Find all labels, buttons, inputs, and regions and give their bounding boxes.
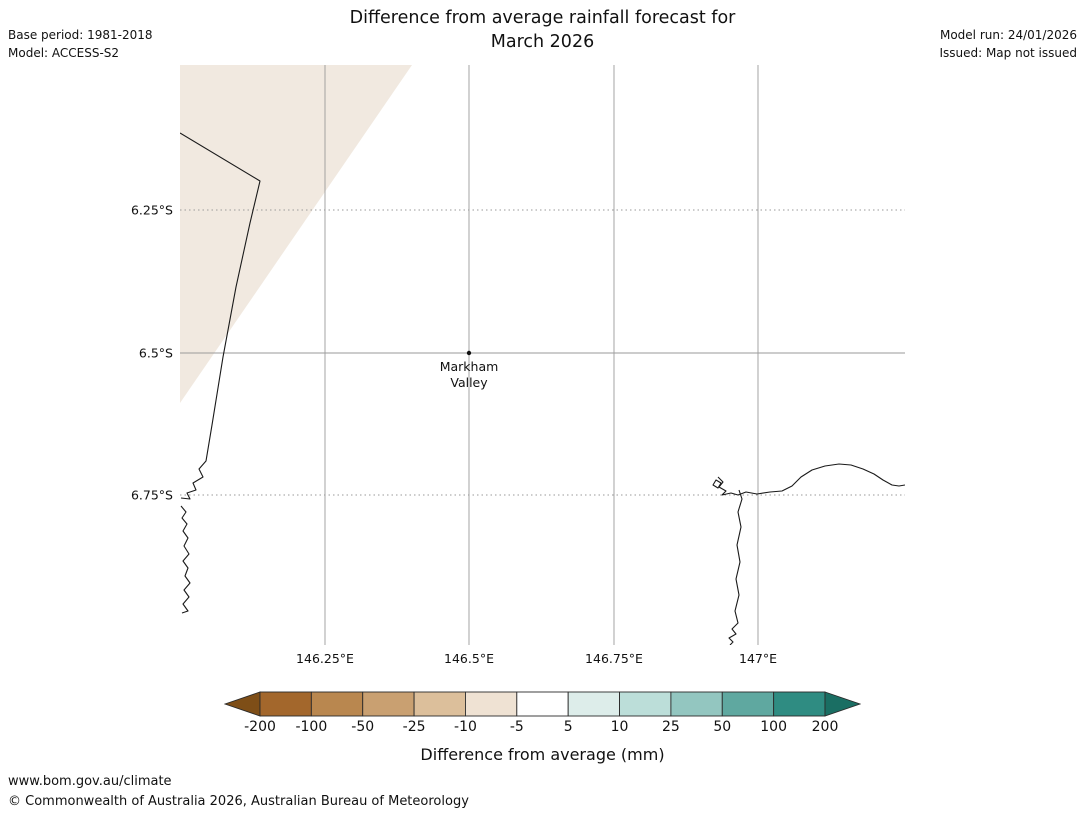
lon-tick-label: 146.5°E xyxy=(444,651,494,666)
colorbar-segment xyxy=(773,691,826,717)
colorbar-segment xyxy=(259,691,312,717)
coastline-path xyxy=(180,132,261,500)
colorbar-tick-label: -50 xyxy=(351,719,375,735)
lon-tick-label: 146.75°E xyxy=(585,651,643,666)
lon-tick-label: 147°E xyxy=(738,651,778,666)
coastline-path xyxy=(712,479,722,489)
colorbar xyxy=(223,691,862,717)
coastline-path xyxy=(728,489,743,645)
colorbar-svg xyxy=(223,691,862,717)
colorbar-tick-label: 5 xyxy=(563,719,573,735)
page-title-line2: March 2026 xyxy=(490,32,595,52)
colorbar-tick-label: -25 xyxy=(402,719,426,735)
lat-tick-label: 6.5°S xyxy=(138,345,173,361)
colorbar-left-arrow xyxy=(223,691,261,717)
page-title: Difference from average rainfall forecas… xyxy=(0,6,1085,54)
colorbar-ticks: -200 -100 -50 -25 -10 -5 5 10 25 50 100 200 xyxy=(244,719,838,739)
colorbar-segment xyxy=(516,691,569,717)
forecast-shade-region xyxy=(180,65,412,403)
colorbar-segment xyxy=(721,691,775,717)
colorbar-tick-label: 200 xyxy=(811,719,839,735)
colorbar-tick-label: 10 xyxy=(610,719,629,735)
meta-right: Model run: 24/01/2026 Issued: Map not is… xyxy=(939,26,1077,62)
colorbar-segment xyxy=(567,691,620,717)
coastline-path xyxy=(180,505,191,614)
colorbar-segment xyxy=(670,691,723,717)
colorbar-segment xyxy=(413,691,466,717)
map-area: Markham Valley xyxy=(180,65,905,645)
coastline-path xyxy=(717,463,905,496)
base-period-text: Base period: 1981-2018 xyxy=(8,28,153,42)
footer-url: www.bom.gov.au/climate xyxy=(8,774,172,789)
location-marker-label: Markham Valley xyxy=(440,359,499,391)
colorbar-tick-label: -200 xyxy=(244,719,276,735)
colorbar-tick-label: 50 xyxy=(713,719,732,735)
colorbar-segment xyxy=(619,691,672,717)
colorbar-tick-label: -10 xyxy=(454,719,477,735)
colorbar-right-arrow xyxy=(824,691,862,717)
page-title-line1: Difference from average rainfall forecas… xyxy=(349,8,736,28)
footer-copyright: © Commonwealth of Australia 2026, Austra… xyxy=(8,794,469,809)
colorbar-segment xyxy=(465,691,518,717)
colorbar-tick-label: 25 xyxy=(661,719,680,735)
colorbar-tick-label: 100 xyxy=(760,719,787,735)
location-marker-dot xyxy=(466,350,472,356)
issued-text: Issued: Map not issued xyxy=(939,46,1077,60)
location-marker-label-line1: Markham xyxy=(439,359,499,374)
colorbar-tick-label: -5 xyxy=(509,719,524,735)
meta-left: Base period: 1981-2018 Model: ACCESS-S2 xyxy=(8,26,153,62)
model-text: Model: ACCESS-S2 xyxy=(8,46,120,60)
colorbar-tick-label: -100 xyxy=(295,719,328,735)
model-run-text: Model run: 24/01/2026 xyxy=(939,28,1077,42)
map-canvas xyxy=(180,65,905,645)
lat-tick-label: 6.75°S xyxy=(130,487,173,503)
colorbar-segment xyxy=(310,691,364,717)
lon-tick-label: 146.25°E xyxy=(296,651,354,666)
colorbar-segment xyxy=(362,691,415,717)
location-marker-label-line2: Valley xyxy=(450,375,488,390)
legend-title: Difference from average (mm) xyxy=(420,745,665,764)
lat-tick-label: 6.25°S xyxy=(130,202,173,218)
